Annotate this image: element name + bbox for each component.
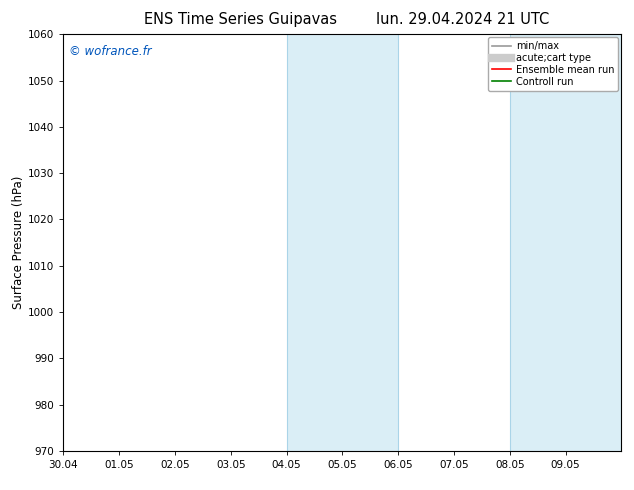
- Bar: [287, 34, 398, 451]
- Text: ENS Time Series Guipavas: ENS Time Series Guipavas: [145, 12, 337, 27]
- Text: lun. 29.04.2024 21 UTC: lun. 29.04.2024 21 UTC: [376, 12, 550, 27]
- Y-axis label: Surface Pressure (hPa): Surface Pressure (hPa): [12, 176, 25, 309]
- Bar: [510, 34, 621, 451]
- Legend: min/max, acute;cart type, Ensemble mean run, Controll run: min/max, acute;cart type, Ensemble mean …: [488, 37, 618, 91]
- Text: © wofrance.fr: © wofrance.fr: [69, 45, 152, 58]
